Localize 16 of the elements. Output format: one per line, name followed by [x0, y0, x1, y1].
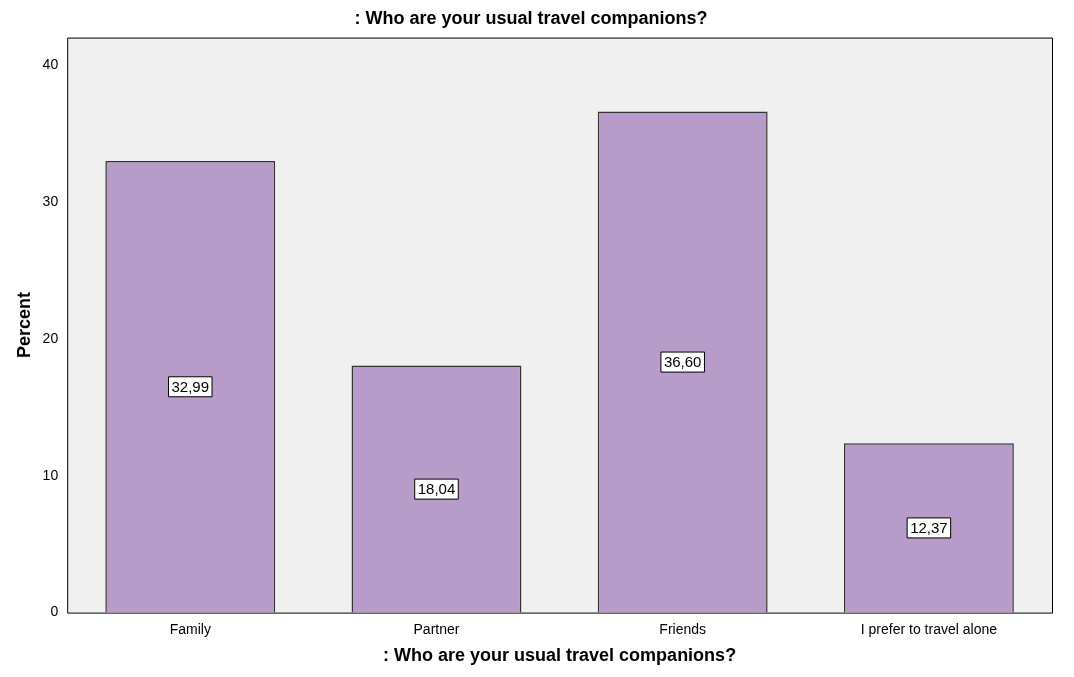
y-tick-label: 0	[50, 603, 59, 620]
x-tick-label: Friends	[659, 620, 707, 637]
data-label: 32,99	[171, 377, 210, 395]
y-tick-label: 30	[42, 192, 59, 209]
chart-title: : Who are your usual travel companions?	[354, 7, 708, 28]
x-axis-title: : Who are your usual travel companions?	[383, 645, 737, 666]
x-tick-label: I prefer to travel alone	[860, 620, 998, 637]
data-label: 18,04	[417, 480, 456, 498]
x-tick-label: Family	[169, 620, 211, 637]
y-axis-title: Percent	[13, 292, 34, 359]
data-label: 12,37	[910, 519, 948, 537]
data-label: 36,60	[663, 353, 702, 371]
x-tick-label: Partner	[413, 620, 460, 637]
y-tick-label: 10	[42, 466, 59, 483]
y-tick-label: 20	[42, 329, 59, 346]
y-tick-label: 40	[42, 55, 59, 72]
